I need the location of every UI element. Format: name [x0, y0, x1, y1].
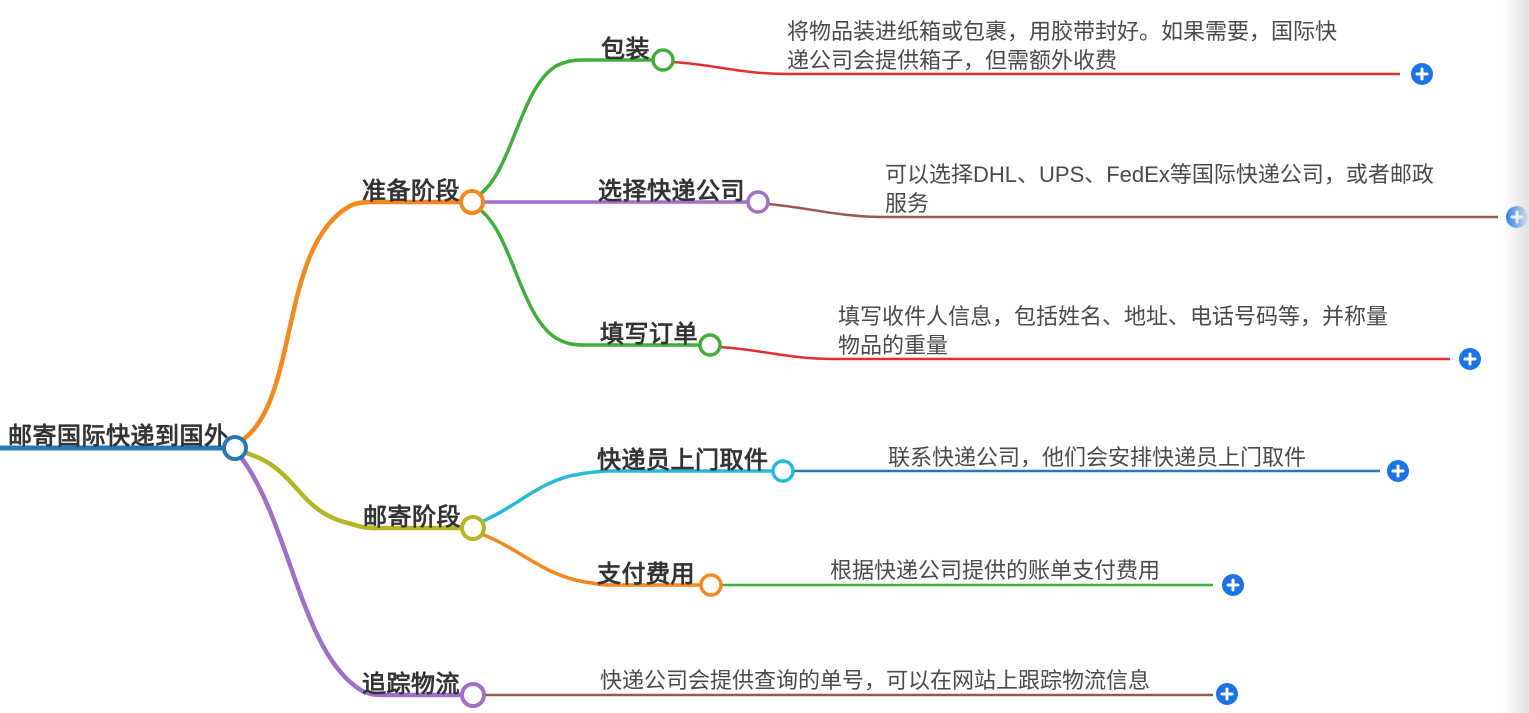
- node-circle-fill-order[interactable]: [698, 333, 722, 357]
- child-label-pay-fee[interactable]: 支付费用: [597, 561, 695, 588]
- node-circle-pay-fee[interactable]: [699, 573, 723, 597]
- child-label-packing[interactable]: 包装: [601, 36, 650, 63]
- detail-line: 填写收件人信息，包括姓名、地址、电话号码等，并称量: [838, 304, 1389, 329]
- branch-label-prepare[interactable]: 准备阶段: [362, 178, 460, 205]
- branch-label-tracking[interactable]: 追踪物流: [362, 671, 460, 698]
- node-circle-tracking[interactable]: [460, 682, 486, 708]
- node-circle-prepare[interactable]: [459, 189, 485, 215]
- detail-line: 将物品装进纸箱或包裹，用胶带封好。如果需要，国际快: [787, 19, 1338, 44]
- detail-text-fill-order[interactable]: 填写收件人信息，包括姓名、地址、电话号码等，并称量 物品的重量: [838, 302, 1388, 360]
- detail-line: 递公司会提供箱子，但需额外收费: [787, 48, 1118, 73]
- branch-line-tracking: [237, 453, 465, 698]
- detail-line-choose-courier: [767, 202, 1498, 219]
- child-label-choose-courier[interactable]: 选择快递公司: [598, 178, 745, 205]
- child-line-pickup: [479, 469, 774, 524]
- node-circle-choose-courier[interactable]: [746, 190, 770, 214]
- branch-line-mailing: [240, 449, 465, 531]
- child-line-fill-order: [477, 207, 701, 347]
- detail-line: 快递公司会提供查询的单号，可以在网站上跟踪物流信息: [600, 668, 1151, 693]
- add-icon[interactable]: [1387, 460, 1409, 482]
- root-node-label[interactable]: 邮寄国际快递到国外: [8, 423, 229, 450]
- child-line-pay-fee: [479, 532, 702, 587]
- add-icon[interactable]: [1459, 348, 1481, 370]
- detail-text-packing[interactable]: 将物品装进纸箱或包裹，用胶带封好。如果需要，国际快 递公司会提供箱子，但需额外收…: [787, 17, 1337, 75]
- detail-line-packing: [672, 60, 1400, 76]
- child-label-pickup[interactable]: 快递员上门取件: [597, 447, 769, 474]
- child-line-packing: [477, 58, 654, 197]
- detail-text-choose-courier[interactable]: 可以选择DHL、UPS、FedEx等国际快递公司，或者邮政 服务: [885, 160, 1434, 218]
- node-circle-packing[interactable]: [651, 48, 675, 72]
- child-label-fill-order[interactable]: 填写订单: [600, 321, 698, 348]
- add-icon[interactable]: [1216, 683, 1238, 705]
- detail-line: 根据快递公司提供的账单支付费用: [830, 558, 1161, 583]
- add-icon[interactable]: [1222, 574, 1244, 596]
- branch-label-mailing[interactable]: 邮寄阶段: [363, 504, 461, 531]
- detail-line-fill-order: [719, 345, 1450, 361]
- detail-text-pay-fee[interactable]: 根据快递公司提供的账单支付费用: [830, 556, 1160, 585]
- add-icon[interactable]: [1506, 206, 1528, 228]
- detail-line: 物品的重量: [838, 333, 949, 358]
- detail-line: 可以选择DHL、UPS、FedEx等国际快递公司，或者邮政: [885, 162, 1434, 187]
- detail-text-pickup[interactable]: 联系快递公司，他们会安排快递员上门取件: [888, 443, 1306, 472]
- node-circle-mailing[interactable]: [460, 515, 486, 541]
- node-circle-root[interactable]: [222, 435, 248, 461]
- node-circle-pickup[interactable]: [771, 459, 795, 483]
- detail-line: 联系快递公司，他们会安排快递员上门取件: [888, 445, 1307, 470]
- branch-line-prepare: [238, 199, 464, 444]
- add-icon[interactable]: [1411, 63, 1433, 85]
- detail-line: 服务: [885, 191, 930, 216]
- detail-text-tracking[interactable]: 快递公司会提供查询的单号，可以在网站上跟踪物流信息: [600, 666, 1150, 695]
